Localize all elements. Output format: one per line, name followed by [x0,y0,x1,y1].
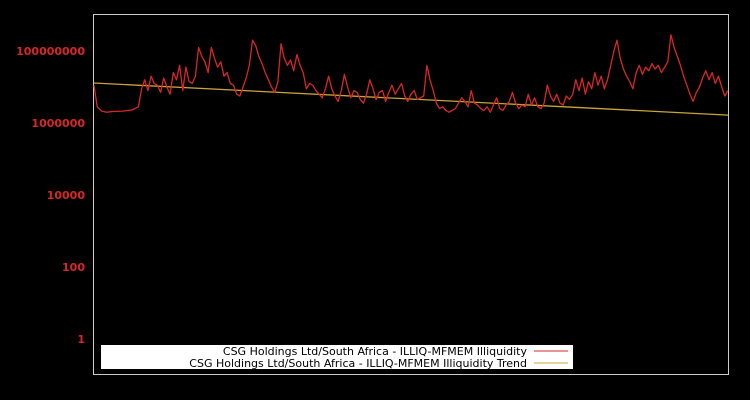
series-layer [93,34,729,116]
legend-label-illiquidity: CSG Holdings Ltd/South Africa - ILLIQ-MF… [223,345,528,358]
legend-box [101,345,573,369]
legend-label-trend: CSG Holdings Ltd/South Africa - ILLIQ-MF… [189,357,527,370]
trend-line [93,82,729,116]
y-axis: 100000000 1000000 10000 100 1 [16,45,85,346]
y-tick-label: 100000000 [16,45,85,58]
legend: CSG Holdings Ltd/South Africa - ILLIQ-MF… [101,345,573,370]
y-tick-label: 1000000 [31,117,85,130]
y-tick-label: 10000 [47,189,86,202]
plot-area [93,14,729,375]
y-tick-label: 100 [62,261,85,274]
illiquidity-line [93,34,729,113]
y-tick-label: 1 [77,333,85,346]
axes-frame [93,14,729,375]
